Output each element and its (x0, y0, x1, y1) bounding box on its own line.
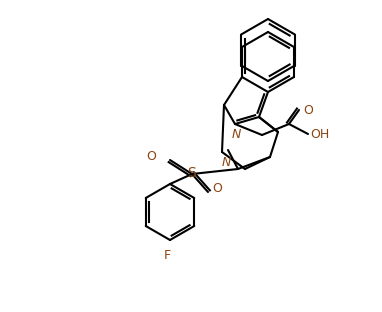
Text: OH: OH (310, 128, 329, 140)
Text: N: N (221, 157, 231, 169)
Text: S: S (187, 166, 195, 180)
Text: O: O (303, 104, 313, 116)
Text: O: O (146, 149, 156, 163)
Text: F: F (163, 249, 170, 262)
Text: O: O (212, 183, 222, 196)
Text: N: N (231, 128, 241, 140)
